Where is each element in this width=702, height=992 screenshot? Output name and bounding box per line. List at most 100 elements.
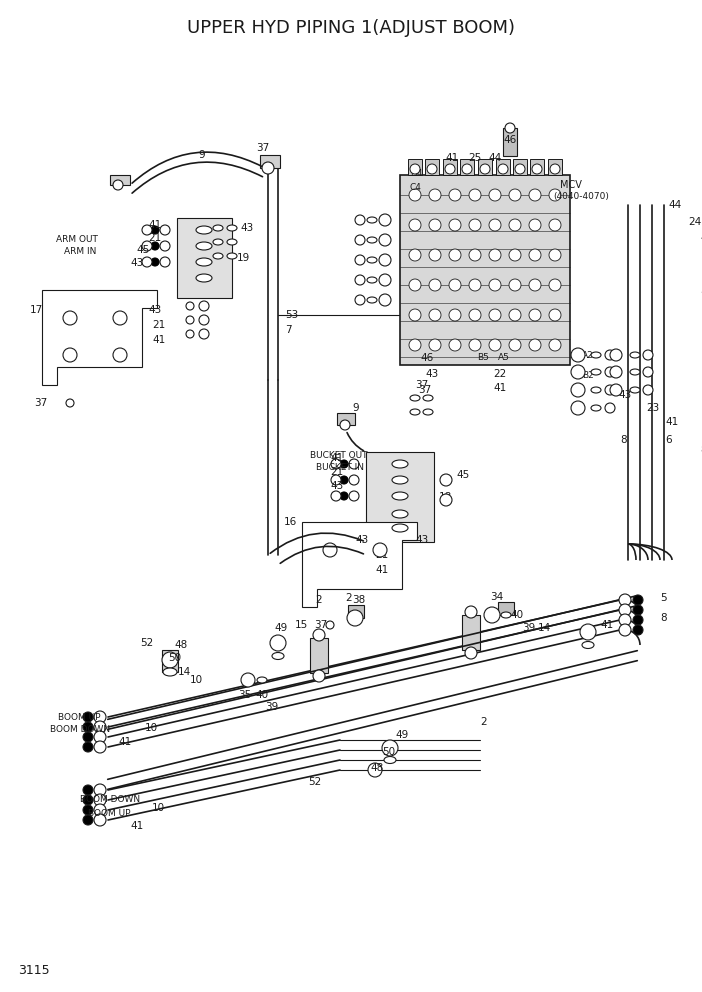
- Circle shape: [509, 279, 521, 291]
- Ellipse shape: [196, 242, 212, 250]
- Text: 8: 8: [700, 445, 702, 455]
- Circle shape: [409, 339, 421, 351]
- Text: 19: 19: [237, 253, 250, 263]
- Text: 43: 43: [148, 305, 161, 315]
- Text: 16: 16: [284, 517, 297, 527]
- Ellipse shape: [227, 253, 237, 259]
- Bar: [462, 615, 480, 650]
- Circle shape: [429, 189, 441, 201]
- Circle shape: [529, 339, 541, 351]
- Text: A5: A5: [498, 353, 510, 362]
- Circle shape: [340, 420, 350, 430]
- Text: 40: 40: [255, 690, 268, 700]
- Circle shape: [571, 348, 585, 362]
- Circle shape: [83, 795, 93, 805]
- Circle shape: [142, 225, 152, 235]
- Circle shape: [529, 219, 541, 231]
- Ellipse shape: [392, 524, 408, 532]
- Circle shape: [619, 594, 631, 606]
- Circle shape: [83, 732, 93, 742]
- Bar: [548, 159, 562, 175]
- Ellipse shape: [213, 225, 223, 231]
- Bar: [530, 159, 544, 175]
- Text: 9: 9: [198, 150, 204, 160]
- Ellipse shape: [227, 239, 237, 245]
- Circle shape: [633, 595, 643, 605]
- Circle shape: [83, 785, 93, 795]
- Bar: [400, 175, 570, 365]
- Circle shape: [355, 275, 365, 285]
- Circle shape: [549, 339, 561, 351]
- Ellipse shape: [423, 395, 433, 401]
- Circle shape: [349, 459, 359, 469]
- Bar: [498, 602, 514, 615]
- Ellipse shape: [392, 492, 408, 500]
- Text: 22: 22: [493, 369, 506, 379]
- Text: 43: 43: [330, 481, 343, 491]
- Circle shape: [440, 474, 452, 486]
- Text: 43: 43: [130, 258, 143, 268]
- Circle shape: [355, 215, 365, 225]
- Circle shape: [549, 279, 561, 291]
- Text: 52: 52: [140, 638, 153, 648]
- Text: 43: 43: [240, 223, 253, 233]
- Circle shape: [160, 225, 170, 235]
- Text: 5: 5: [700, 285, 702, 295]
- Polygon shape: [42, 290, 157, 385]
- Ellipse shape: [582, 642, 594, 649]
- Circle shape: [619, 614, 631, 626]
- Ellipse shape: [196, 258, 212, 266]
- Text: B5: B5: [477, 353, 489, 362]
- Circle shape: [549, 249, 561, 261]
- Text: UPPER HYD PIPING 1(ADJUST BOOM): UPPER HYD PIPING 1(ADJUST BOOM): [187, 19, 515, 37]
- Circle shape: [83, 722, 93, 732]
- Circle shape: [410, 164, 420, 174]
- Bar: [513, 159, 527, 175]
- Text: 5: 5: [660, 593, 667, 603]
- Circle shape: [605, 385, 615, 395]
- Circle shape: [199, 329, 209, 339]
- Ellipse shape: [213, 253, 223, 259]
- Bar: [110, 175, 130, 185]
- Circle shape: [63, 348, 77, 362]
- Ellipse shape: [410, 395, 420, 401]
- Circle shape: [465, 606, 477, 618]
- Circle shape: [331, 459, 341, 469]
- Text: 48: 48: [174, 640, 187, 650]
- Circle shape: [429, 339, 441, 351]
- Circle shape: [199, 301, 209, 311]
- Circle shape: [160, 241, 170, 251]
- Circle shape: [489, 249, 501, 261]
- Text: 17: 17: [30, 305, 44, 315]
- Bar: [348, 605, 364, 618]
- Bar: [162, 650, 178, 672]
- Circle shape: [515, 164, 525, 174]
- Circle shape: [94, 804, 106, 816]
- Circle shape: [449, 339, 461, 351]
- Circle shape: [349, 475, 359, 485]
- Text: 48: 48: [370, 763, 383, 773]
- Circle shape: [489, 309, 501, 321]
- Circle shape: [549, 309, 561, 321]
- Circle shape: [355, 235, 365, 245]
- Circle shape: [509, 219, 521, 231]
- Text: 43: 43: [415, 535, 428, 545]
- Text: 41: 41: [152, 335, 165, 345]
- Text: BOOM DOWN: BOOM DOWN: [80, 796, 140, 805]
- Ellipse shape: [392, 476, 408, 484]
- Ellipse shape: [630, 369, 640, 375]
- Circle shape: [186, 316, 194, 324]
- Circle shape: [340, 460, 348, 468]
- Ellipse shape: [392, 510, 408, 518]
- Ellipse shape: [501, 612, 511, 618]
- Circle shape: [94, 741, 106, 753]
- Circle shape: [643, 367, 653, 377]
- Text: BUCKET OUT: BUCKET OUT: [310, 450, 368, 459]
- Circle shape: [571, 365, 585, 379]
- Ellipse shape: [196, 226, 212, 234]
- Circle shape: [83, 742, 93, 752]
- Circle shape: [379, 254, 391, 266]
- Circle shape: [429, 249, 441, 261]
- Circle shape: [571, 401, 585, 415]
- Text: 45: 45: [136, 245, 150, 255]
